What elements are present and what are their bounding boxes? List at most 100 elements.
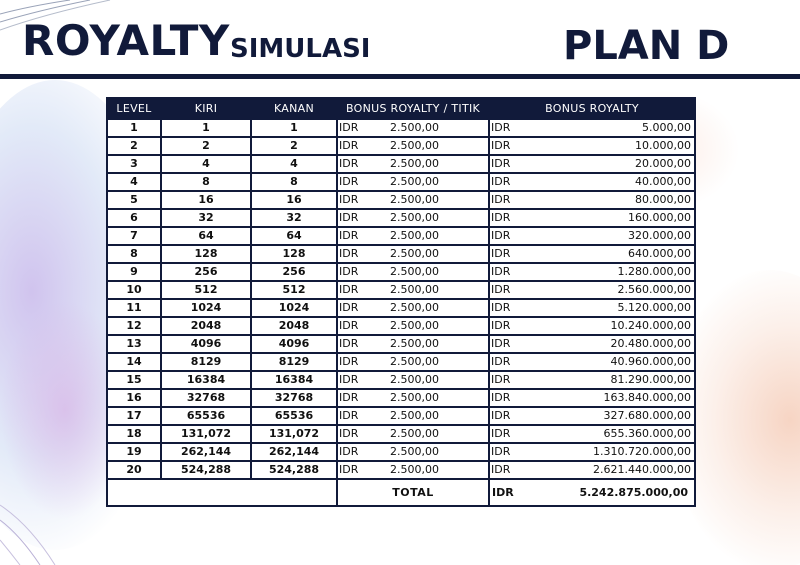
level-cell: 2 bbox=[106, 136, 162, 156]
bonus-royalty-cell: IDR 5.120.000,00 bbox=[488, 298, 696, 318]
currency-label: IDR bbox=[491, 247, 511, 260]
bonus-per-titik-amount: 2.500,00 bbox=[390, 409, 439, 422]
currency-label: IDR bbox=[491, 355, 511, 368]
level-cell: 8 bbox=[106, 244, 162, 264]
column-header-kiri: KIRI bbox=[160, 97, 252, 120]
bonus-per-titik-cell: IDR 2.500,00 bbox=[336, 226, 490, 246]
page-header: ROYALTY SIMULASI PLAN D bbox=[0, 0, 800, 80]
kiri-cell: 1 bbox=[160, 118, 252, 138]
table-row: 17 65536 65536 IDR 2.500,00 IDR 327.680.000,00 bbox=[106, 406, 696, 426]
currency-label: IDR bbox=[491, 445, 511, 458]
bonus-royalty-amount: 327.680.000,00 bbox=[603, 409, 691, 422]
bonus-royalty-amount: 1.310.720.000,00 bbox=[593, 445, 691, 458]
level-cell: 17 bbox=[106, 406, 162, 426]
bonus-per-titik-cell: IDR 2.500,00 bbox=[336, 316, 490, 336]
currency-label: IDR bbox=[339, 319, 359, 332]
currency-label: IDR bbox=[339, 247, 359, 260]
bonus-royalty-cell: IDR 1.310.720.000,00 bbox=[488, 442, 696, 462]
bonus-royalty-amount: 2.560.000,00 bbox=[617, 283, 691, 296]
bonus-royalty-cell: IDR 655.360.000,00 bbox=[488, 424, 696, 444]
kanan-cell: 512 bbox=[250, 280, 338, 300]
table-row: 2 2 2 IDR 2.500,00 IDR 10.000,00 bbox=[106, 136, 696, 156]
currency-label: IDR bbox=[339, 463, 359, 476]
level-cell: 19 bbox=[106, 442, 162, 462]
currency-label: IDR bbox=[339, 409, 359, 422]
table-body: 1 1 1 IDR 2.500,00 IDR 5.000,00 2 2 2 IDR 2.500,00 I… bbox=[106, 118, 696, 480]
kanan-cell: 64 bbox=[250, 226, 338, 246]
bonus-per-titik-amount: 2.500,00 bbox=[390, 337, 439, 350]
table-row: 8 128 128 IDR 2.500,00 IDR 640.000,00 bbox=[106, 244, 696, 264]
bonus-royalty-amount: 40.960.000,00 bbox=[610, 355, 691, 368]
currency-label: IDR bbox=[491, 175, 511, 188]
currency-label: IDR bbox=[339, 139, 359, 152]
currency-label: IDR bbox=[491, 319, 511, 332]
bonus-royalty-amount: 5.000,00 bbox=[642, 121, 691, 134]
currency-label: IDR bbox=[339, 355, 359, 368]
bonus-royalty-amount: 163.840.000,00 bbox=[603, 391, 691, 404]
kanan-cell: 2048 bbox=[250, 316, 338, 336]
kanan-cell: 4096 bbox=[250, 334, 338, 354]
bonus-royalty-cell: IDR 5.000,00 bbox=[488, 118, 696, 138]
bonus-royalty-cell: IDR 1.280.000,00 bbox=[488, 262, 696, 282]
table-row: 12 2048 2048 IDR 2.500,00 IDR 10.240.000,00 bbox=[106, 316, 696, 336]
bonus-per-titik-cell: IDR 2.500,00 bbox=[336, 406, 490, 426]
table-row: 5 16 16 IDR 2.500,00 IDR 80.000,00 bbox=[106, 190, 696, 210]
bonus-royalty-amount: 80.000,00 bbox=[635, 193, 691, 206]
bonus-royalty-cell: IDR 80.000,00 bbox=[488, 190, 696, 210]
currency-label: IDR bbox=[339, 211, 359, 224]
bonus-per-titik-amount: 2.500,00 bbox=[390, 283, 439, 296]
table-row: 3 4 4 IDR 2.500,00 IDR 20.000,00 bbox=[106, 154, 696, 174]
kanan-cell: 8129 bbox=[250, 352, 338, 372]
bonus-per-titik-cell: IDR 2.500,00 bbox=[336, 208, 490, 228]
kiri-cell: 131,072 bbox=[160, 424, 252, 444]
level-cell: 11 bbox=[106, 298, 162, 318]
table-row: 15 16384 16384 IDR 2.500,00 IDR 81.290.000,00 bbox=[106, 370, 696, 390]
bonus-royalty-cell: IDR 40.960.000,00 bbox=[488, 352, 696, 372]
level-cell: 9 bbox=[106, 262, 162, 282]
bonus-per-titik-cell: IDR 2.500,00 bbox=[336, 388, 490, 408]
bonus-royalty-cell: IDR 20.000,00 bbox=[488, 154, 696, 174]
bonus-royalty-cell: IDR 2.560.000,00 bbox=[488, 280, 696, 300]
table-row: 11 1024 1024 IDR 2.500,00 IDR 5.120.000,00 bbox=[106, 298, 696, 318]
currency-label: IDR bbox=[491, 463, 511, 476]
kiri-cell: 65536 bbox=[160, 406, 252, 426]
level-cell: 5 bbox=[106, 190, 162, 210]
kiri-cell: 128 bbox=[160, 244, 252, 264]
currency-label: IDR bbox=[339, 175, 359, 188]
bonus-royalty-amount: 5.120.000,00 bbox=[617, 301, 691, 314]
bonus-per-titik-cell: IDR 2.500,00 bbox=[336, 460, 490, 480]
currency-label: IDR bbox=[339, 265, 359, 278]
table-row: 4 8 8 IDR 2.500,00 IDR 40.000,00 bbox=[106, 172, 696, 192]
bonus-per-titik-amount: 2.500,00 bbox=[390, 319, 439, 332]
bonus-royalty-amount: 640.000,00 bbox=[628, 247, 691, 260]
bonus-per-titik-amount: 2.500,00 bbox=[390, 121, 439, 134]
bonus-royalty-cell: IDR 163.840.000,00 bbox=[488, 388, 696, 408]
kanan-cell: 32768 bbox=[250, 388, 338, 408]
kiri-cell: 4 bbox=[160, 154, 252, 174]
bonus-royalty-cell: IDR 2.621.440.000,00 bbox=[488, 460, 696, 480]
currency-label: IDR bbox=[491, 301, 511, 314]
bonus-per-titik-amount: 2.500,00 bbox=[390, 229, 439, 242]
bonus-per-titik-amount: 2.500,00 bbox=[390, 355, 439, 368]
level-cell: 13 bbox=[106, 334, 162, 354]
kanan-cell: 1024 bbox=[250, 298, 338, 318]
table-row: 19 262,144 262,144 IDR 2.500,00 IDR 1.310.720.… bbox=[106, 442, 696, 462]
table-row: 1 1 1 IDR 2.500,00 IDR 5.000,00 bbox=[106, 118, 696, 138]
kiri-cell: 16384 bbox=[160, 370, 252, 390]
table-row: 16 32768 32768 IDR 2.500,00 IDR 163.840.000,00 bbox=[106, 388, 696, 408]
bonus-royalty-amount: 10.240.000,00 bbox=[610, 319, 691, 332]
kiri-cell: 2 bbox=[160, 136, 252, 156]
bonus-per-titik-cell: IDR 2.500,00 bbox=[336, 244, 490, 264]
plan-label: PLAN D bbox=[563, 23, 730, 69]
total-amount: 5.242.875.000,00 bbox=[579, 486, 688, 499]
kiri-cell: 2048 bbox=[160, 316, 252, 336]
table-row: 9 256 256 IDR 2.500,00 IDR 1.280.000,00 bbox=[106, 262, 696, 282]
kanan-cell: 262,144 bbox=[250, 442, 338, 462]
currency-label: IDR bbox=[339, 193, 359, 206]
level-cell: 14 bbox=[106, 352, 162, 372]
currency-label: IDR bbox=[491, 373, 511, 386]
currency-label: IDR bbox=[339, 229, 359, 242]
royalty-table: LEVEL KIRI KANAN BONUS ROYALTY / TITIK B… bbox=[106, 97, 696, 507]
kanan-cell: 8 bbox=[250, 172, 338, 192]
bonus-per-titik-amount: 2.500,00 bbox=[390, 373, 439, 386]
